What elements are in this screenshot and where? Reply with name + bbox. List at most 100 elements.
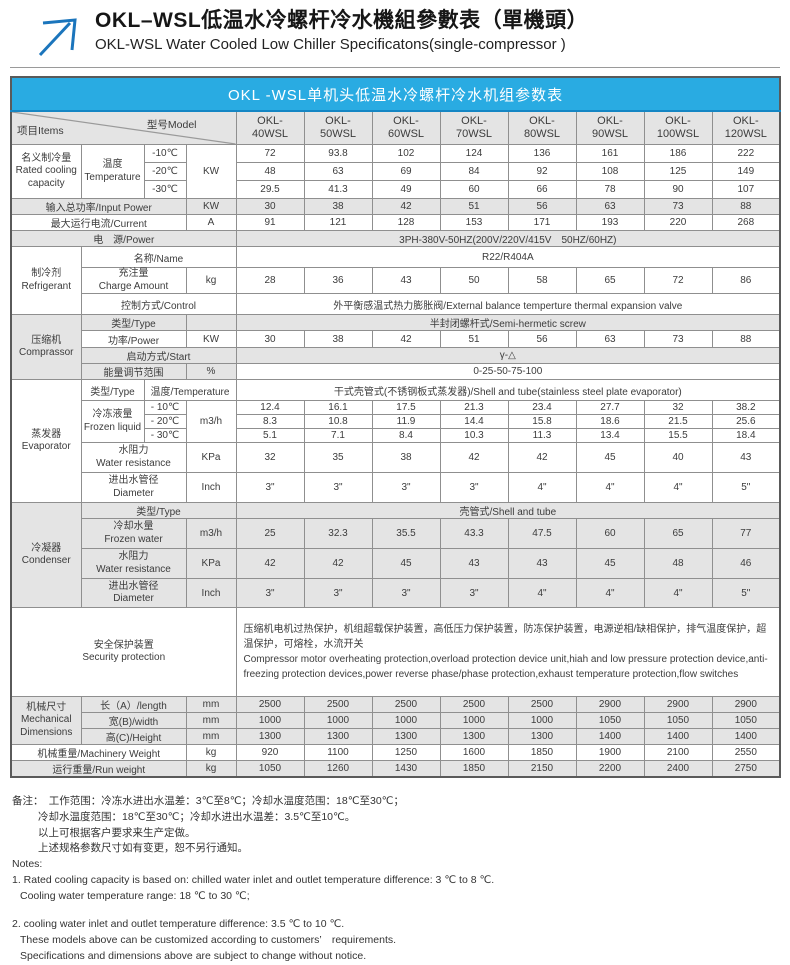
value-cell: 14.4 (439, 414, 509, 429)
evaporator-type-label: 类型/Type (80, 379, 145, 401)
note-line: Notes: (12, 858, 43, 870)
value-cell: 1400 (711, 728, 781, 745)
value-cell: 1050 (575, 712, 645, 729)
value-cell: 1850 (507, 744, 577, 761)
temperature-label: 温度 Temperature (80, 144, 145, 199)
value-cell: 88 (711, 330, 781, 348)
value-cell: 3" (303, 472, 373, 503)
value-cell: 51 (439, 198, 509, 215)
water-resistance-label: 水阻力 Water resistance (80, 442, 187, 473)
value-cell: 7.1 (303, 428, 373, 443)
value-cell: 15.5 (643, 428, 713, 443)
width-label: 宽(B)/width (80, 712, 187, 729)
value-cell: 3" (235, 578, 305, 608)
value-cell: 2550 (711, 744, 781, 761)
value-cell: 2900 (643, 696, 713, 713)
value-cell: 1100 (303, 744, 373, 761)
diameter-label: 进出水管径 Diameter (80, 578, 187, 608)
input-power-label: 输入总功率/Input Power (10, 198, 187, 215)
value-cell: 5" (711, 472, 781, 503)
value-cell: 46 (711, 548, 781, 579)
value-cell: 48 (643, 548, 713, 579)
evaporator-group-label: 蒸发器 Evaporator (10, 379, 82, 503)
value-cell: 1000 (371, 712, 441, 729)
value-cell: 45 (575, 548, 645, 579)
value-cell: 18.4 (711, 428, 781, 443)
compressor-power-label: 功率/Power (80, 330, 187, 348)
cooling-row-10: 名义制冷量 Rated cooling capacity 温度 Temperatur… (10, 144, 781, 199)
value-cell: 4" (643, 578, 713, 608)
security-value: 压缩机电机过热保护，机组超载保护装置，高低压力保护装置，防冻保护装置，电源逆相/… (235, 607, 781, 697)
value-cell: 3" (371, 578, 441, 608)
value-cell: 1000 (303, 712, 373, 729)
unit-cell: Inch (185, 578, 237, 608)
machinery-weight-label: 机械重量/Machinery Weight (10, 744, 187, 761)
value-cell: 268 (711, 214, 781, 231)
value-cell: 32.3 (303, 518, 373, 549)
model-header-row: 项目Items 型号Model OKL- 40WSL OKL- 50WSL OKL-… (10, 110, 781, 145)
value-cell: 42 (303, 548, 373, 579)
value-cell: 45 (575, 442, 645, 473)
temp-tick: - 30℃ (143, 428, 187, 443)
value-cell: 2750 (711, 760, 781, 778)
compressor-start-label: 启动方式/Start (80, 347, 237, 364)
note-line: 冷却水温度范围：18℃至30℃；冷却水进出水温差：3.5℃至10℃。 (38, 810, 356, 823)
value-cell: 1050 (235, 760, 305, 778)
compressor-start-value: γ-△ (235, 347, 781, 364)
value-cell: 125 (643, 162, 713, 181)
value-cell: 4" (507, 472, 577, 503)
value-cell: 2500 (439, 696, 509, 713)
unit-cell: A (185, 214, 237, 231)
value-cell: 43.3 (439, 518, 509, 549)
value-cell: 16.1 (303, 400, 373, 415)
value-cell: 38 (303, 198, 373, 215)
condenser-water-row: 冷却水量 Frozen water m3/h 25 32.3 35.5 43.3 47.5… (11, 518, 781, 549)
value-cell: 128 (371, 214, 441, 231)
value-cell: 1050 (711, 712, 781, 729)
value-cell: 25.6 (711, 414, 781, 429)
dimension-length-row: 机械尺寸 Mechanical Dimensions 长（A）/length mm… (10, 696, 781, 745)
value-cell: 35 (303, 442, 373, 473)
note-line: Cooling water temperature range: 18 ℃ to… (20, 889, 250, 902)
unit-cell: mm (185, 728, 237, 745)
value-cell: 1300 (303, 728, 373, 745)
value-cell: 1400 (643, 728, 713, 745)
value-cell: 920 (235, 744, 305, 761)
unit-cell: KW (185, 144, 237, 199)
control-row: 控制方式/Control 外平衡感温式热力膨胀阀/External balanc… (11, 293, 781, 315)
value-cell: 10.3 (439, 428, 509, 443)
note-line: 备注： 工作范围：冷冻水进出水温差：3℃至8℃；冷却水温度范围：18℃至30℃； (12, 795, 404, 807)
charge-amount-row: 充注量 Charge Amount kg 28 36 43 50 58 65 72 86 (11, 267, 781, 294)
value-cell: 1430 (371, 760, 441, 778)
value-cell: 4" (507, 578, 577, 608)
value-cell: 48 (235, 162, 305, 181)
value-cell: 47.5 (507, 518, 577, 549)
value-cell: 84 (439, 162, 509, 181)
value-cell: 60 (575, 518, 645, 549)
corner-diagonal-line (12, 112, 236, 144)
value-cell: 1000 (235, 712, 305, 729)
value-cell: 28 (235, 267, 305, 294)
value-cell: 66 (507, 180, 577, 199)
value-cell: 2900 (575, 696, 645, 713)
cooling-water-label: 冷却水量 Frozen water (80, 518, 187, 549)
condenser-resistance-row: 水阻力 Water resistance KPa 42 42 45 43 43 45 48 46 (11, 548, 781, 579)
refrigerant-name-value: R22/R404A (235, 246, 781, 268)
value-cell: 60 (439, 180, 509, 199)
note-line: 2. cooling water inlet and outlet temper… (12, 918, 345, 931)
value-cell: 21.5 (643, 414, 713, 429)
temp-tick: - 20℃ (143, 414, 187, 429)
compressor-start-row: 启动方式/Start γ-△ (11, 347, 781, 364)
value-cell: 222 (711, 144, 781, 163)
condenser-type-row: 冷凝器 Condenser 类型/Type 壳管式/Shell and tube (10, 502, 781, 608)
value-cell: 43 (711, 442, 781, 473)
value-cell: 2150 (507, 760, 577, 778)
value-cell: 121 (303, 214, 373, 231)
power-supply-value: 3PH-380V-50HZ(200V/220V/415V 50HZ/60HZ) (235, 230, 781, 247)
value-cell: 2500 (507, 696, 577, 713)
frozen-liquid-row-20: - 20℃ 8.3 10.8 11.9 14.4 15.8 18.6 21.5 25.6 (11, 414, 781, 429)
value-cell: 4" (575, 472, 645, 503)
value-cell: 78 (575, 180, 645, 199)
value-cell: 136 (507, 144, 577, 163)
